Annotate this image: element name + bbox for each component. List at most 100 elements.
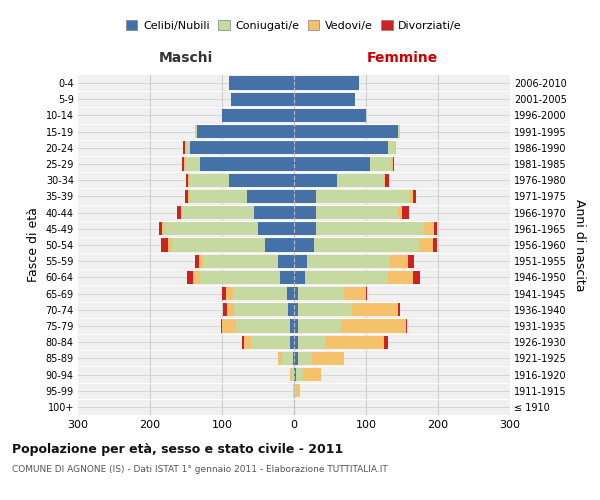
- Bar: [185, 190, 188, 203]
- Bar: [398, 125, 400, 138]
- Bar: [200, 158, 294, 170]
- Bar: [172, 238, 265, 252]
- Bar: [413, 270, 420, 284]
- Bar: [247, 190, 294, 203]
- Text: COMUNE DI AGNONE (IS) - Dati ISTAT 1° gennaio 2011 - Elaborazione TUTTITALIA.IT: COMUNE DI AGNONE (IS) - Dati ISTAT 1° ge…: [12, 465, 388, 474]
- Bar: [188, 190, 190, 203]
- Bar: [326, 336, 384, 349]
- Bar: [370, 158, 391, 170]
- Bar: [293, 384, 294, 398]
- Bar: [186, 141, 190, 154]
- Bar: [398, 206, 402, 220]
- Bar: [244, 336, 251, 349]
- Bar: [298, 320, 341, 332]
- Bar: [196, 125, 197, 138]
- Bar: [294, 368, 296, 381]
- Bar: [229, 76, 294, 90]
- Bar: [384, 174, 385, 187]
- Bar: [162, 222, 164, 235]
- Bar: [305, 270, 388, 284]
- Bar: [203, 254, 278, 268]
- Bar: [307, 254, 390, 268]
- Bar: [222, 320, 236, 332]
- Bar: [185, 141, 186, 154]
- Bar: [258, 222, 294, 235]
- Bar: [183, 141, 185, 154]
- Bar: [278, 254, 294, 268]
- Bar: [287, 287, 294, 300]
- Bar: [164, 222, 258, 235]
- Bar: [230, 92, 294, 106]
- Bar: [316, 206, 398, 220]
- Bar: [424, 222, 434, 235]
- Bar: [282, 352, 293, 365]
- Bar: [293, 352, 294, 365]
- Bar: [298, 287, 344, 300]
- Bar: [294, 303, 298, 316]
- Bar: [294, 287, 298, 300]
- Bar: [294, 174, 337, 187]
- Bar: [294, 320, 298, 332]
- Bar: [352, 303, 398, 316]
- Bar: [190, 190, 247, 203]
- Bar: [223, 303, 227, 316]
- Bar: [434, 222, 437, 235]
- Bar: [408, 254, 413, 268]
- Bar: [413, 190, 416, 203]
- Bar: [392, 158, 394, 170]
- Bar: [227, 303, 234, 316]
- Bar: [181, 206, 182, 220]
- Text: Popolazione per età, sesso e stato civile - 2011: Popolazione per età, sesso e stato civil…: [12, 442, 343, 456]
- Bar: [182, 158, 184, 170]
- Bar: [304, 368, 322, 381]
- Bar: [168, 238, 172, 252]
- Bar: [292, 368, 294, 381]
- Y-axis label: Fasce di età: Fasce di età: [27, 208, 40, 282]
- Bar: [233, 287, 287, 300]
- Bar: [226, 287, 233, 300]
- Y-axis label: Anni di nascita: Anni di nascita: [574, 198, 586, 291]
- Bar: [254, 206, 294, 220]
- Bar: [222, 109, 294, 122]
- Bar: [184, 158, 186, 170]
- Bar: [344, 287, 366, 300]
- Bar: [242, 336, 244, 349]
- Bar: [294, 352, 298, 365]
- Bar: [196, 254, 199, 268]
- Bar: [296, 368, 304, 381]
- Bar: [294, 222, 316, 235]
- Text: Maschi: Maschi: [159, 51, 213, 65]
- Bar: [199, 254, 203, 268]
- Bar: [390, 254, 408, 268]
- Bar: [182, 206, 254, 220]
- Bar: [190, 174, 229, 187]
- Text: Femmine: Femmine: [367, 51, 437, 65]
- Bar: [294, 109, 366, 122]
- Bar: [298, 336, 326, 349]
- Bar: [402, 206, 409, 220]
- Bar: [294, 190, 316, 203]
- Bar: [280, 270, 294, 284]
- Bar: [384, 336, 388, 349]
- Bar: [193, 270, 200, 284]
- Bar: [229, 174, 294, 187]
- Bar: [294, 336, 298, 349]
- Bar: [251, 336, 290, 349]
- Bar: [278, 352, 282, 365]
- Bar: [158, 222, 162, 235]
- Bar: [236, 320, 290, 332]
- Bar: [178, 206, 181, 220]
- Bar: [398, 303, 400, 316]
- Bar: [314, 238, 419, 252]
- Bar: [296, 384, 300, 398]
- Bar: [316, 222, 424, 235]
- Bar: [161, 238, 168, 252]
- Bar: [188, 174, 190, 187]
- Bar: [294, 384, 296, 398]
- Bar: [294, 141, 388, 154]
- Bar: [265, 238, 294, 252]
- Bar: [385, 174, 389, 187]
- Bar: [290, 320, 294, 332]
- Bar: [197, 125, 294, 138]
- Bar: [221, 320, 222, 332]
